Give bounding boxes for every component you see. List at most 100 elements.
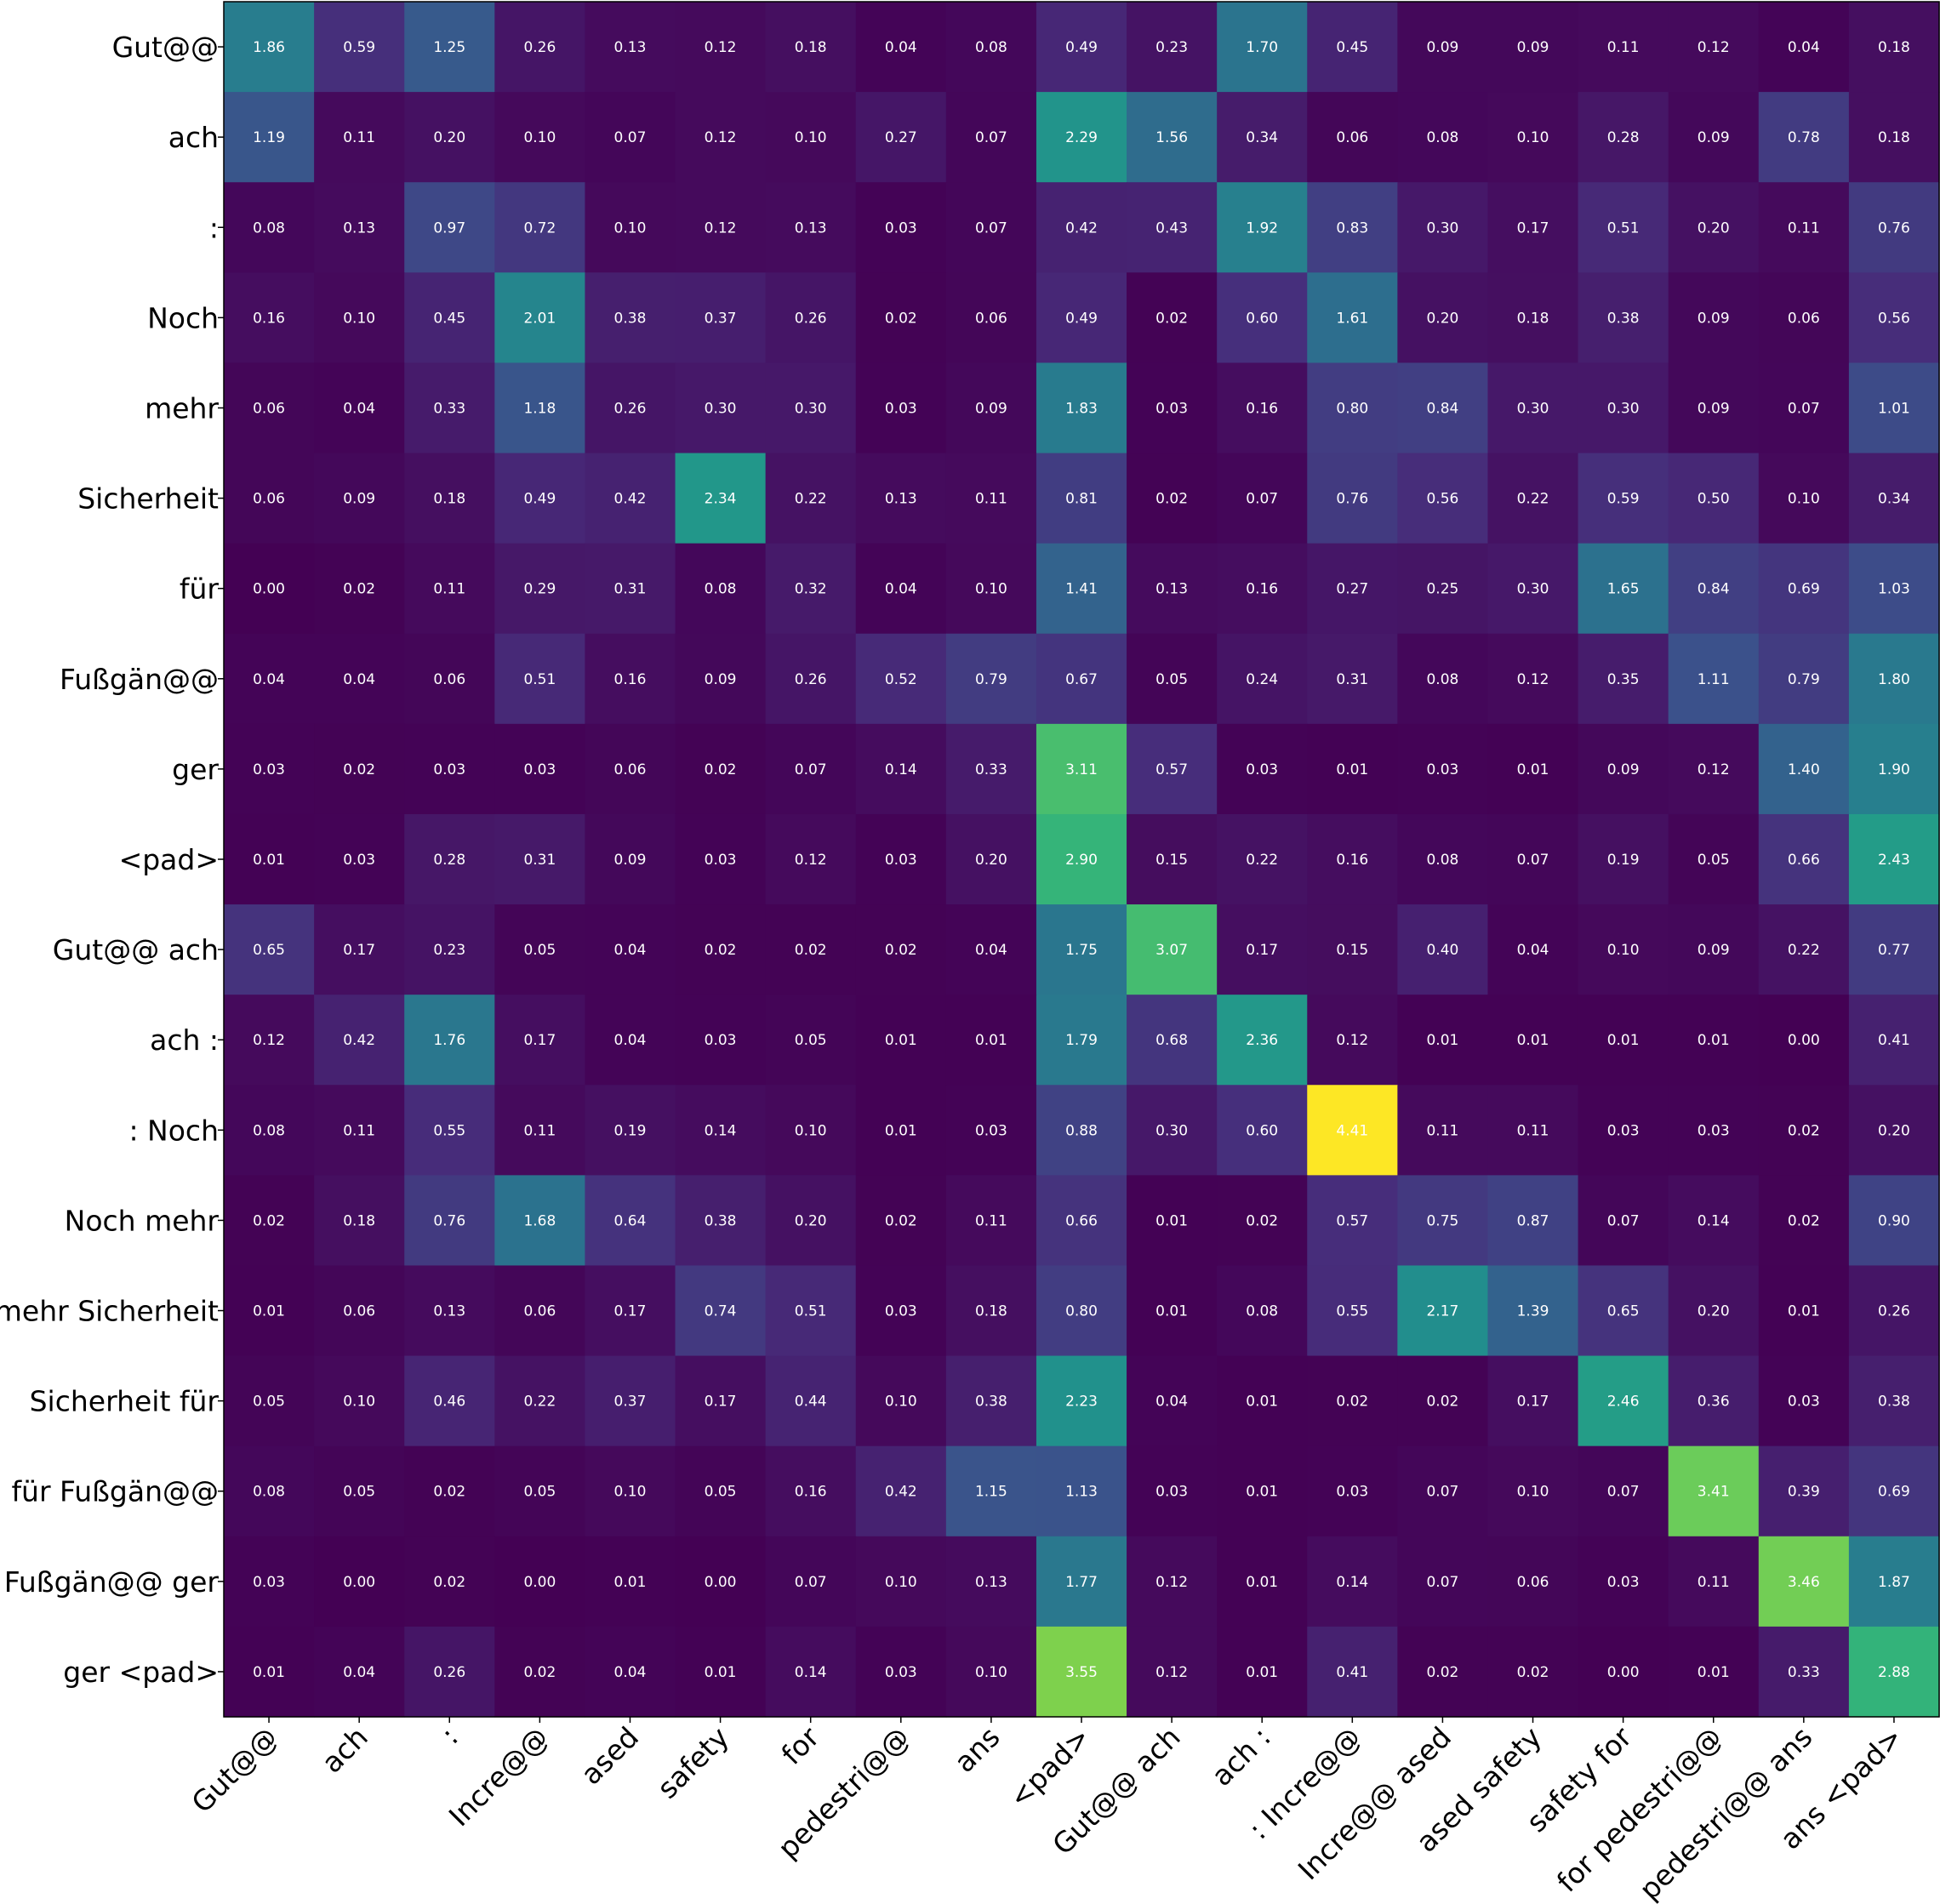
cell-value-r13-c3: 1.68 xyxy=(523,1212,556,1229)
heatmap-cell-r4-c10 xyxy=(1127,362,1218,454)
heatmap-cell-r0-c15 xyxy=(1578,2,1669,93)
heatmap-cell-r16-c3 xyxy=(494,1445,586,1537)
cell-value-r2-c13: 0.30 xyxy=(1426,219,1458,237)
heatmap-cell-r13-c1 xyxy=(314,1175,405,1267)
cell-value-r10-c9: 1.75 xyxy=(1065,942,1098,959)
cell-value-r10-c7: 0.02 xyxy=(885,942,917,959)
cell-value-r11-c0: 0.12 xyxy=(253,1032,285,1049)
cell-value-r14-c18: 0.26 xyxy=(1878,1303,1910,1320)
cell-value-r17-c11: 0.01 xyxy=(1246,1574,1278,1591)
cell-value-r3-c3: 2.01 xyxy=(523,310,556,327)
cell-value-r0-c11: 1.70 xyxy=(1246,39,1278,56)
cell-value-r3-c14: 0.18 xyxy=(1517,310,1549,327)
cell-value-r13-c15: 0.07 xyxy=(1607,1212,1640,1229)
cell-value-r2-c14: 0.17 xyxy=(1517,219,1549,237)
heatmap-cell-r5-c11 xyxy=(1217,453,1308,544)
heatmap-cell-r4-c14 xyxy=(1487,362,1579,454)
cell-value-r6-c5: 0.08 xyxy=(705,581,737,598)
cell-value-r9-c7: 0.03 xyxy=(885,852,917,869)
x-tick-label-13: Incre@@ ased xyxy=(1292,1720,1458,1886)
heatmap-cell-r16-c9 xyxy=(1036,1445,1127,1537)
heatmap-cell-r12-c14 xyxy=(1487,1085,1579,1176)
cell-value-r9-c14: 0.07 xyxy=(1517,852,1549,869)
cell-value-r8-c5: 0.02 xyxy=(705,761,737,778)
heatmap-cell-r2-c7 xyxy=(855,182,947,273)
cell-value-r0-c12: 0.45 xyxy=(1336,39,1368,56)
heatmap-cell-r10-c17 xyxy=(1758,904,1850,995)
heatmap-cell-r9-c12 xyxy=(1307,813,1398,905)
cell-value-r0-c3: 0.26 xyxy=(523,39,556,56)
heatmap-cell-r2-c11 xyxy=(1217,182,1308,273)
cell-value-r17-c7: 0.10 xyxy=(885,1574,917,1591)
heatmap-cell-r5-c12 xyxy=(1307,453,1398,544)
cell-value-r13-c17: 0.02 xyxy=(1788,1212,1820,1229)
cell-value-r5-c9: 0.81 xyxy=(1065,491,1098,508)
cell-value-r12-c0: 0.08 xyxy=(253,1122,285,1139)
heatmap-cell-r1-c11 xyxy=(1217,92,1308,183)
heatmap-cell-r1-c6 xyxy=(765,92,857,183)
heatmap-cell-r3-c11 xyxy=(1217,272,1308,364)
heatmap-cell-r18-c13 xyxy=(1397,1626,1489,1718)
heatmap-cell-r1-c12 xyxy=(1307,92,1398,183)
cell-value-r18-c11: 0.01 xyxy=(1246,1664,1278,1681)
cell-value-r0-c14: 0.09 xyxy=(1517,39,1549,56)
heatmap-cell-r6-c18 xyxy=(1848,543,1940,635)
heatmap-cell-r3-c15 xyxy=(1578,272,1669,364)
cell-value-r8-c17: 1.40 xyxy=(1788,761,1820,778)
heatmap-cell-r17-c17 xyxy=(1758,1536,1850,1628)
cell-value-r1-c3: 0.10 xyxy=(523,129,556,146)
cell-value-r5-c16: 0.50 xyxy=(1698,491,1730,508)
cell-value-r10-c3: 0.05 xyxy=(523,942,556,959)
heatmap-cell-r10-c5 xyxy=(675,904,767,995)
heatmap-cell-r9-c1 xyxy=(314,813,405,905)
heatmap-cell-r16-c5 xyxy=(675,1445,767,1537)
heatmap-cell-r2-c17 xyxy=(1758,182,1850,273)
cell-value-r10-c6: 0.02 xyxy=(795,942,827,959)
heatmap-cell-r15-c1 xyxy=(314,1355,405,1447)
heatmap-cell-r7-c14 xyxy=(1487,633,1579,725)
cell-value-r6-c10: 0.13 xyxy=(1155,581,1188,598)
cell-value-r0-c17: 0.04 xyxy=(1788,39,1820,56)
cell-value-r10-c2: 0.23 xyxy=(433,942,465,959)
heatmap-cell-r9-c6 xyxy=(765,813,857,905)
heatmap-cell-r1-c8 xyxy=(945,92,1037,183)
cell-value-r15-c6: 0.44 xyxy=(795,1394,827,1411)
heatmap-cell-r17-c6 xyxy=(765,1536,857,1628)
cell-value-r3-c16: 0.09 xyxy=(1698,310,1730,327)
cell-value-r9-c15: 0.19 xyxy=(1607,852,1640,869)
heatmap-cell-r6-c0 xyxy=(224,543,315,635)
heatmap-cell-r10-c15 xyxy=(1578,904,1669,995)
cell-value-r17-c8: 0.13 xyxy=(975,1574,1007,1591)
heatmap-cell-r0-c13 xyxy=(1397,2,1489,93)
heatmap-cell-r7-c6 xyxy=(765,633,857,725)
heatmap-cell-r5-c14 xyxy=(1487,453,1579,544)
cell-value-r8-c7: 0.14 xyxy=(885,761,917,778)
heatmap-cell-r2-c10 xyxy=(1127,182,1218,273)
heatmap-cell-r8-c17 xyxy=(1758,723,1850,815)
heatmap-cell-r2-c0 xyxy=(224,182,315,273)
heatmap-cell-r10-c4 xyxy=(585,904,676,995)
heatmap-cell-r16-c4 xyxy=(585,1445,676,1537)
cell-value-r7-c18: 1.80 xyxy=(1878,671,1910,688)
heatmap-cell-r7-c15 xyxy=(1578,633,1669,725)
cell-value-r7-c6: 0.26 xyxy=(795,671,827,688)
cell-value-r14-c9: 0.80 xyxy=(1065,1303,1098,1320)
heatmap-cell-r0-c3 xyxy=(494,2,586,93)
cell-value-r5-c15: 0.59 xyxy=(1607,491,1640,508)
heatmap-cell-r8-c14 xyxy=(1487,723,1579,815)
heatmap-cell-r7-c1 xyxy=(314,633,405,725)
cell-value-r9-c18: 2.43 xyxy=(1878,852,1910,869)
heatmap-cell-r5-c9 xyxy=(1036,453,1127,544)
y-tick-label-10: Gut@@ ach xyxy=(53,933,219,966)
cell-value-r0-c1: 0.59 xyxy=(343,39,375,56)
heatmap-cell-r1-c2 xyxy=(404,92,495,183)
heatmap-cell-r4-c6 xyxy=(765,362,857,454)
cell-value-r14-c0: 0.01 xyxy=(253,1303,285,1320)
heatmap-cell-r18-c6 xyxy=(765,1626,857,1718)
cell-value-r3-c4: 0.38 xyxy=(614,310,647,327)
heatmap-cell-r9-c13 xyxy=(1397,813,1489,905)
cell-value-r17-c18: 1.87 xyxy=(1878,1574,1910,1591)
heatmap-cell-r9-c3 xyxy=(494,813,586,905)
heatmap-cell-r11-c12 xyxy=(1307,995,1398,1086)
x-tick-label-6: for xyxy=(775,1720,826,1771)
